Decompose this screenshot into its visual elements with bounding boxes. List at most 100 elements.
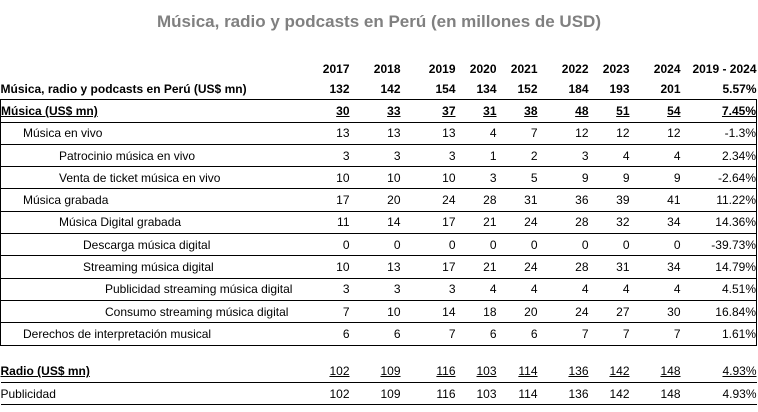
cell-value: 41 (629, 188, 681, 212)
row-label: Radio (US$ mn) (0, 360, 303, 383)
cell-value: 11.22% (680, 188, 757, 212)
row-label: Descarga música digital (83, 237, 211, 252)
cell-value: 0 (400, 233, 456, 257)
cell-value: 4.51% (680, 278, 757, 301)
cell-value: 114 (496, 360, 538, 383)
cell-value: 0 (588, 233, 630, 257)
cell-value: 116 (400, 360, 456, 383)
cell-value: 0 (537, 233, 589, 257)
year-header: 2017 (322, 62, 350, 76)
cell-value: 21 (455, 255, 497, 279)
header-row: 2017 2018 2019 2020 2021 2022 2023 2024 … (1, 60, 757, 78)
cell-value: 34 (629, 255, 681, 279)
cell-value: 0 (629, 233, 681, 257)
cell-value: 0 (496, 233, 538, 257)
cell-value: 103 (455, 382, 497, 406)
cell-value: 10 (302, 166, 350, 190)
cell-value: -39.73% (680, 233, 757, 257)
cell-value: 7.45% (680, 99, 757, 123)
cell-value: 148 (629, 382, 681, 406)
cell-value: 103 (455, 360, 497, 383)
cell-value: 13 (349, 122, 401, 145)
cell-value: 114 (496, 382, 538, 406)
row-label: Venta de ticket música en vivo (59, 170, 221, 185)
cell-value: 54 (629, 99, 681, 123)
cell-value: 24 (400, 188, 456, 212)
cell-value: 109 (349, 382, 401, 406)
table-row: Música grabada 17 20 24 28 31 36 39 41 1… (0, 188, 757, 212)
cell-value: 102 (302, 360, 350, 383)
cell-value: 4.93% (680, 360, 757, 383)
row-label: Consumo streaming música digital (105, 304, 289, 319)
cell-value: 9 (629, 166, 681, 190)
cell-value: 1 (455, 144, 497, 168)
cell-value: 3 (302, 278, 350, 301)
cell-value: 17 (400, 255, 456, 279)
cell-value: 14.36% (680, 211, 757, 235)
cell-value: 3 (455, 166, 497, 190)
cell-value: 28 (537, 211, 589, 235)
table-row: Venta de ticket música en vivo 10 10 10 … (0, 166, 757, 190)
cell-value: 31 (588, 255, 630, 279)
cell-value: 152 (496, 78, 538, 101)
table-row: Publicidad streaming música digital 3 3 … (0, 278, 757, 301)
year-header: 2024 (653, 62, 681, 76)
cell-value: 148 (629, 360, 681, 383)
table-row: Música Digital grabada 11 14 17 21 24 28… (0, 211, 757, 235)
table-row: Publicidad 102 109 116 103 114 136 142 1… (0, 382, 757, 406)
cell-value: 14.79% (680, 255, 757, 279)
cell-value: 7 (629, 322, 681, 346)
cell-value: 5 (496, 166, 538, 190)
cell-value: 12 (588, 122, 630, 145)
year-header: 2022 (561, 62, 589, 76)
cell-value: 10 (349, 166, 401, 190)
cell-value: 4 (496, 278, 538, 301)
cell-value: 4 (537, 278, 589, 301)
cell-value: 6 (455, 322, 497, 346)
cell-value: 2 (496, 144, 538, 168)
cell-value: 136 (537, 360, 589, 383)
cell-value: 4 (455, 278, 497, 301)
cell-value: -1.3% (680, 122, 757, 145)
cell-value: 32 (588, 211, 630, 235)
cell-value: 6 (496, 322, 538, 346)
cell-value: 51 (588, 99, 630, 123)
cell-value: 36 (537, 188, 589, 212)
row-label: Publicidad (0, 382, 303, 406)
cell-value: 4 (629, 144, 681, 168)
cell-value: 14 (400, 300, 456, 324)
cell-value: 6 (302, 322, 350, 346)
cell-value: 30 (302, 99, 350, 123)
row-label: Música, radio y podcasts en Perú (US$ mn… (0, 78, 303, 101)
cell-value: 16.84% (680, 300, 757, 324)
cell-value: 4 (455, 122, 497, 145)
cell-value: 12 (629, 122, 681, 145)
cell-value: 17 (302, 188, 350, 212)
cell-value: 134 (455, 78, 497, 101)
cell-value: 4 (588, 144, 630, 168)
row-label: Música (US$ mn) (0, 99, 303, 123)
cell-value: 10 (349, 300, 401, 324)
cell-value: 0 (455, 233, 497, 257)
cell-value: 9 (537, 166, 589, 190)
cell-value: 9 (588, 166, 630, 190)
cell-value: 31 (496, 188, 538, 212)
cell-value: 30 (629, 300, 681, 324)
cell-value: 4.93% (680, 382, 757, 406)
year-header: 2020 (469, 62, 497, 76)
cell-value: 11 (302, 211, 350, 235)
table-row: Patrocinio música en vivo 3 3 3 1 2 3 4 … (0, 144, 757, 168)
cell-value: 3 (400, 278, 456, 301)
cell-value: 132 (302, 78, 350, 101)
cell-value: 13 (349, 255, 401, 279)
cell-value: 116 (400, 382, 456, 406)
cell-value: 31 (455, 99, 497, 123)
table-row: Descarga música digital 0 0 0 0 0 0 0 0 … (0, 233, 757, 257)
cagr-header: 2019 - 2024 (692, 62, 757, 76)
cell-value: 10 (400, 166, 456, 190)
cell-value: 10 (302, 255, 350, 279)
cell-value: 20 (349, 188, 401, 212)
cell-value: 20 (496, 300, 538, 324)
cell-value: 21 (455, 211, 497, 235)
cell-value: 142 (588, 360, 630, 383)
